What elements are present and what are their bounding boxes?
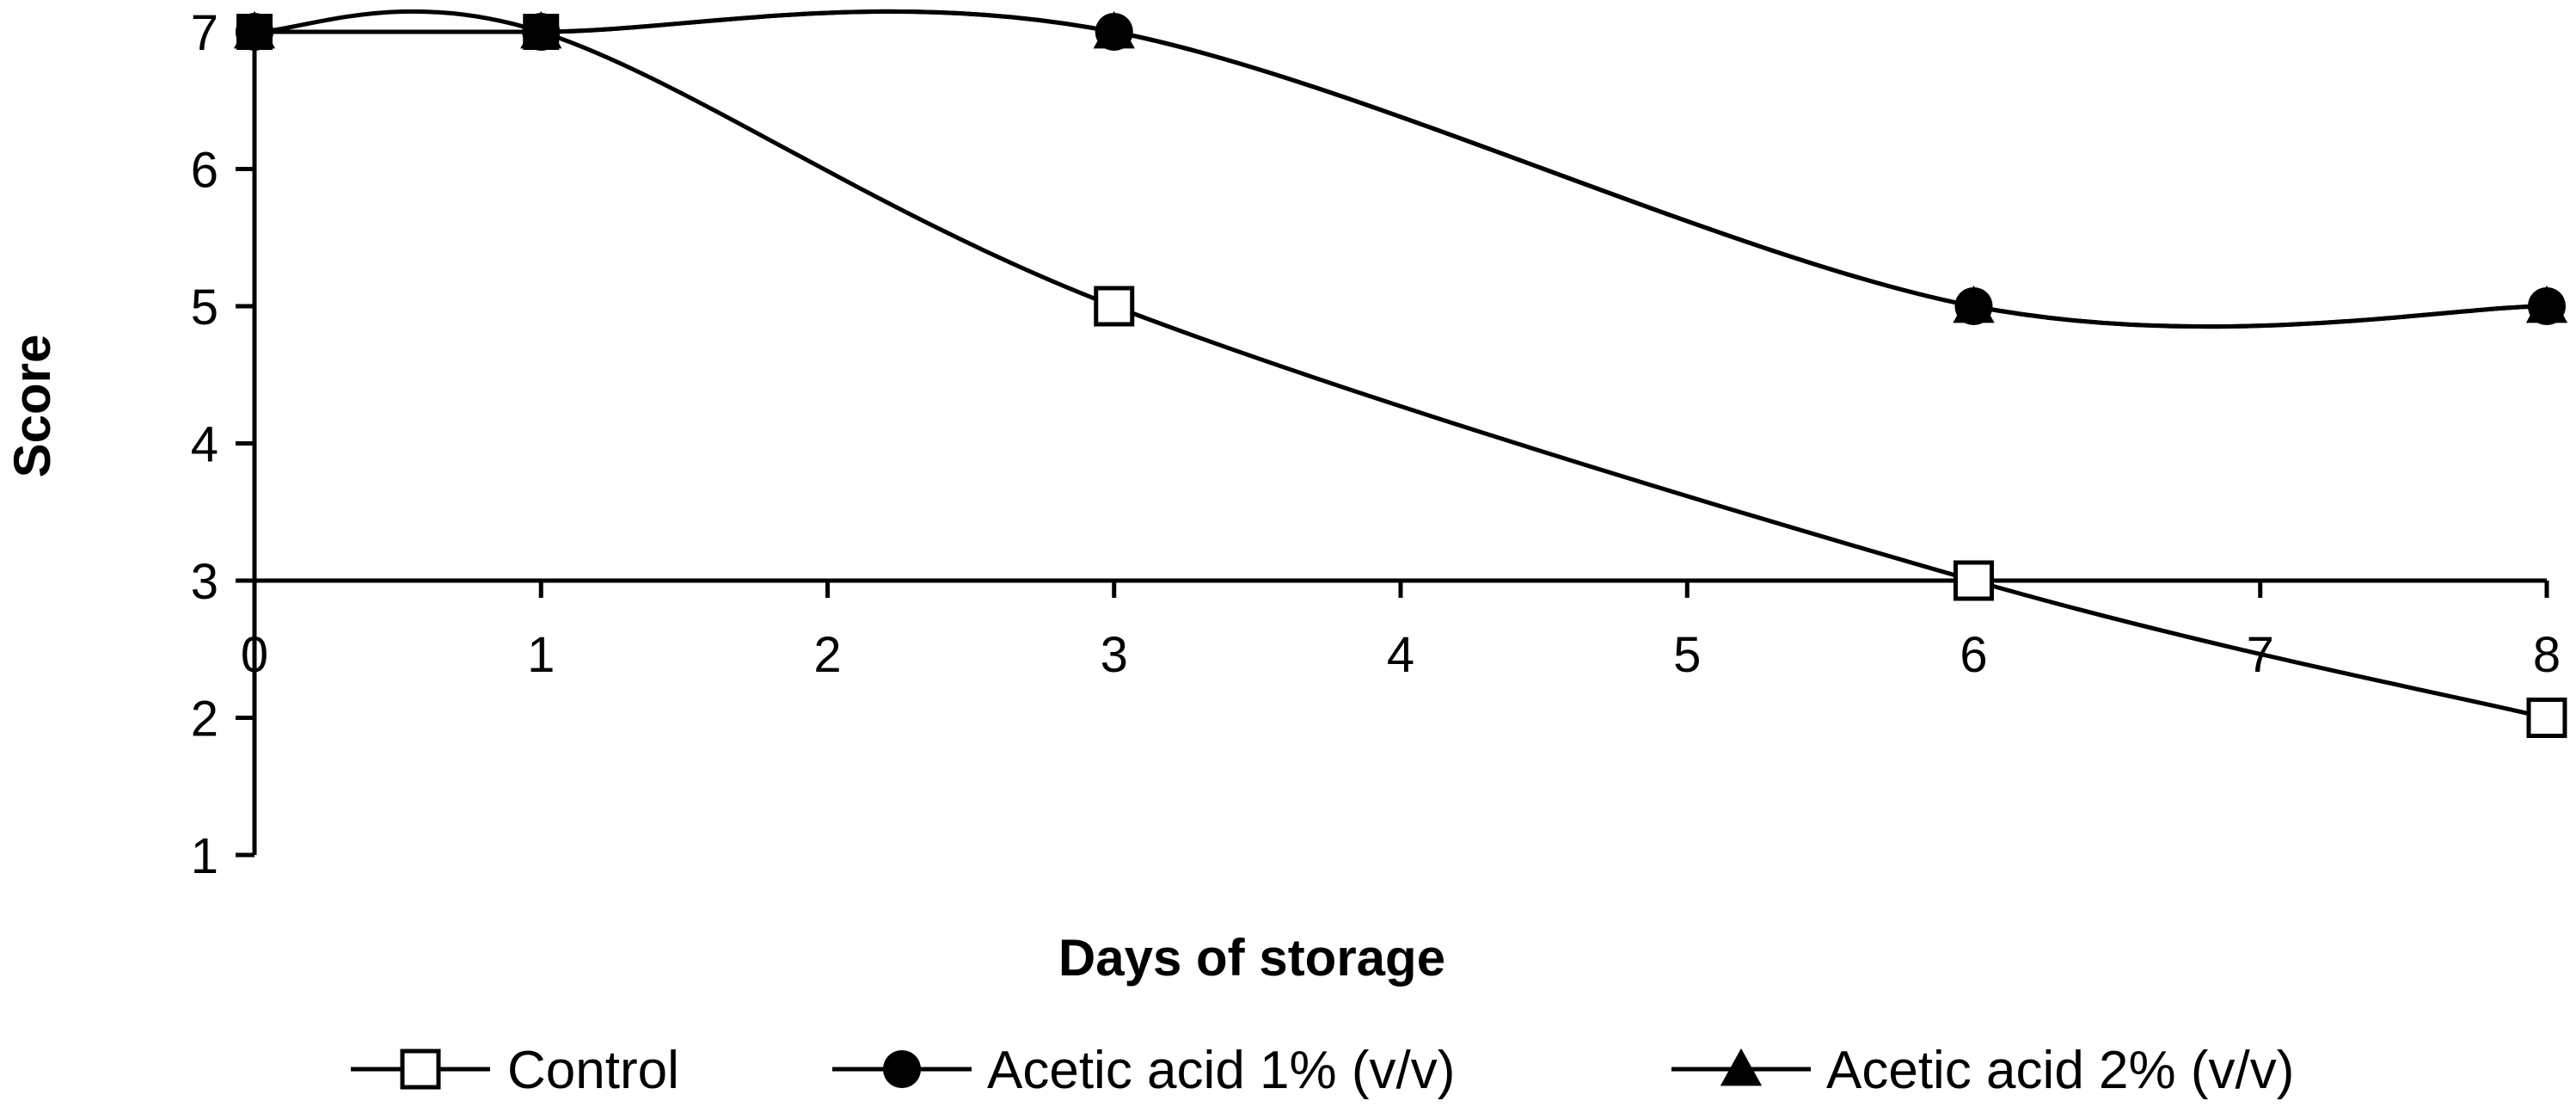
series-line-acetic-acid-2-v-v [255, 9, 2548, 329]
legend: Control Acetic acid 1% (v/v) Acetic acid 2… [351, 1041, 2294, 1100]
legend-marker-control [400, 1049, 441, 1090]
y-tick-label: 6 [191, 143, 218, 199]
data-point-acetic-acid-1-v-v [1095, 12, 1133, 52]
x-axis-title: Days of storage [1058, 929, 1445, 987]
data-point-acetic-acid-1-v-v [2527, 286, 2567, 326]
x-tick-label: 2 [813, 627, 841, 683]
data-point-control [1094, 286, 1135, 327]
y-ticks: 1 2 3 4 5 6 7 [191, 5, 255, 884]
legend-marker-acetic-acid-2-v-v [1720, 1048, 1763, 1086]
data-point-control [523, 14, 560, 50]
series-line-control [254, 9, 2548, 720]
legend-marker-acetic-acid-1-v-v [882, 1049, 922, 1089]
data-point-control [236, 14, 273, 50]
series-lines [254, 9, 2548, 720]
y-tick-label: 5 [191, 280, 218, 335]
series-line-acetic-acid-1-v-v [255, 9, 2548, 329]
legend-label-acetic-acid-2-v-v: Acetic acid 2% (v/v) [1826, 1041, 2294, 1100]
data-point-acetic-acid-1-v-v [1954, 286, 1993, 326]
y-tick-label: 4 [191, 417, 218, 473]
x-tick-label: 3 [1101, 627, 1128, 683]
x-tick-label: 8 [2533, 627, 2561, 683]
x-tick-label: 6 [1960, 627, 1987, 683]
y-tick-label: 3 [191, 554, 218, 610]
x-tick-label: 1 [527, 627, 555, 683]
y-tick-label: 7 [191, 5, 218, 61]
x-tick-label: 5 [1673, 627, 1701, 683]
data-point-control [2526, 698, 2567, 738]
legend-label-acetic-acid-1-v-v: Acetic acid 1% (v/v) [987, 1041, 1455, 1100]
y-tick-label: 2 [191, 692, 218, 747]
axes [252, 32, 2547, 855]
data-point-control [1953, 560, 1994, 601]
y-tick-label: 1 [191, 828, 218, 884]
x-tick-label: 4 [1387, 627, 1414, 683]
y-axis-title: Score [3, 335, 61, 478]
legend-label-control: Control [507, 1041, 679, 1100]
x-tick-label: 0 [241, 627, 268, 683]
series-markers [233, 10, 2568, 738]
